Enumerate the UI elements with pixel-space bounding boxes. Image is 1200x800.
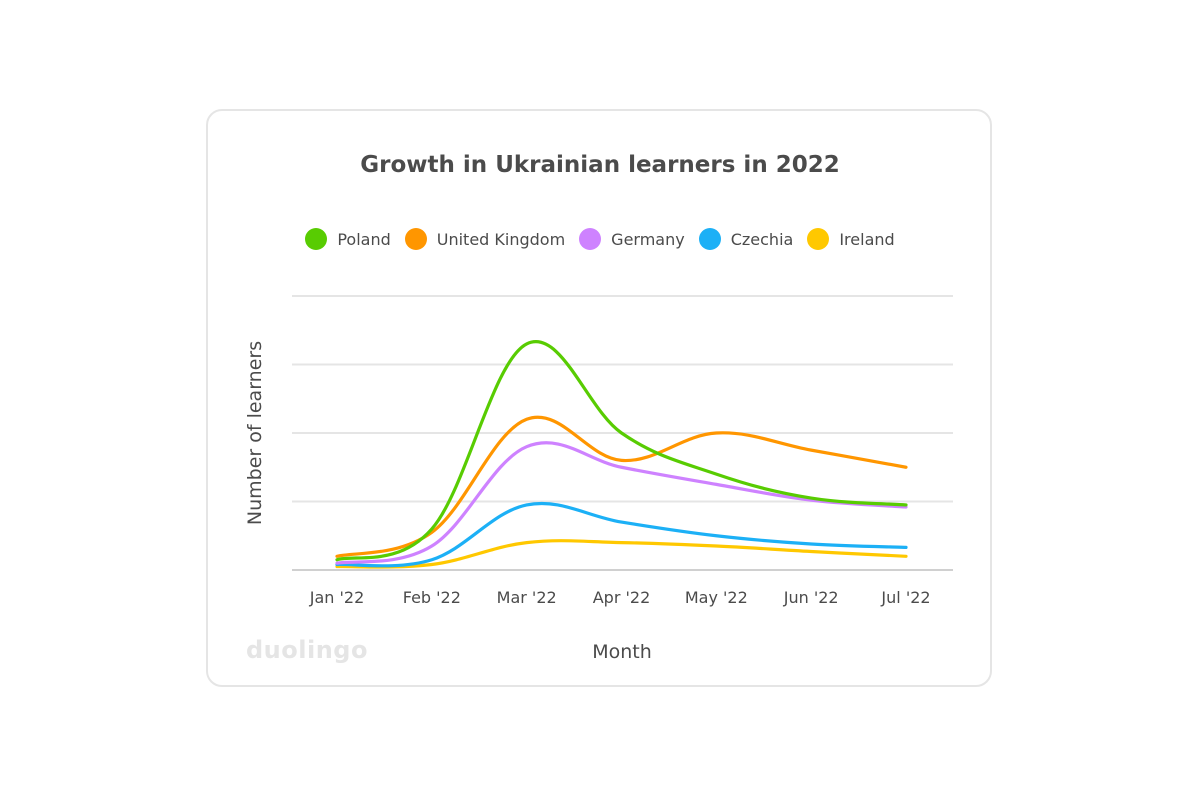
x-tick-label: May '22: [685, 588, 748, 607]
legend-item-germany: Germany: [579, 228, 685, 250]
legend-swatch-united-kingdom: [404, 228, 427, 250]
x-tick-label: Mar '22: [497, 588, 557, 607]
legend-item-czechia: Czechia: [698, 228, 794, 250]
chart-card: [206, 109, 992, 687]
x-tick-label: Jul '22: [880, 588, 930, 607]
x-axis-label: Month: [592, 641, 652, 663]
legend-swatch-ireland: [807, 228, 830, 250]
series-line-ireland: [335, 539, 908, 569]
legend-swatch-poland: [305, 228, 328, 250]
chart-title: Growth in Ukrainian learners in 2022: [360, 152, 840, 178]
legend-swatch-germany: [579, 228, 602, 250]
legend-swatch-czechia: [698, 228, 721, 250]
legend-item-poland: Poland: [305, 228, 391, 250]
x-tick-label: Jan '22: [309, 588, 365, 607]
x-tick-label: Feb '22: [403, 588, 461, 607]
y-axis-label: Number of learners: [244, 340, 266, 526]
legend-item-united-kingdom: United Kingdom: [404, 228, 566, 250]
legend-label-germany: Germany: [611, 229, 685, 249]
series-line-germany: [335, 441, 908, 565]
legend-item-ireland: Ireland: [807, 228, 895, 250]
series-line-united-kingdom: [335, 415, 908, 558]
series-line-czechia: [335, 501, 908, 568]
legend-label-united-kingdom: United Kingdom: [436, 229, 566, 249]
legend-label-poland: Poland: [337, 229, 391, 249]
x-tick-label: Jun '22: [783, 588, 839, 607]
duolingo-logo: duolingo: [246, 636, 368, 664]
legend-label-ireland: Ireland: [839, 229, 895, 249]
x-tick-label: Apr '22: [593, 588, 651, 607]
legend: Poland United Kingdom Germany Czechia Ir…: [0, 228, 1200, 250]
series-line-poland: [335, 340, 908, 562]
legend-label-czechia: Czechia: [730, 229, 794, 249]
